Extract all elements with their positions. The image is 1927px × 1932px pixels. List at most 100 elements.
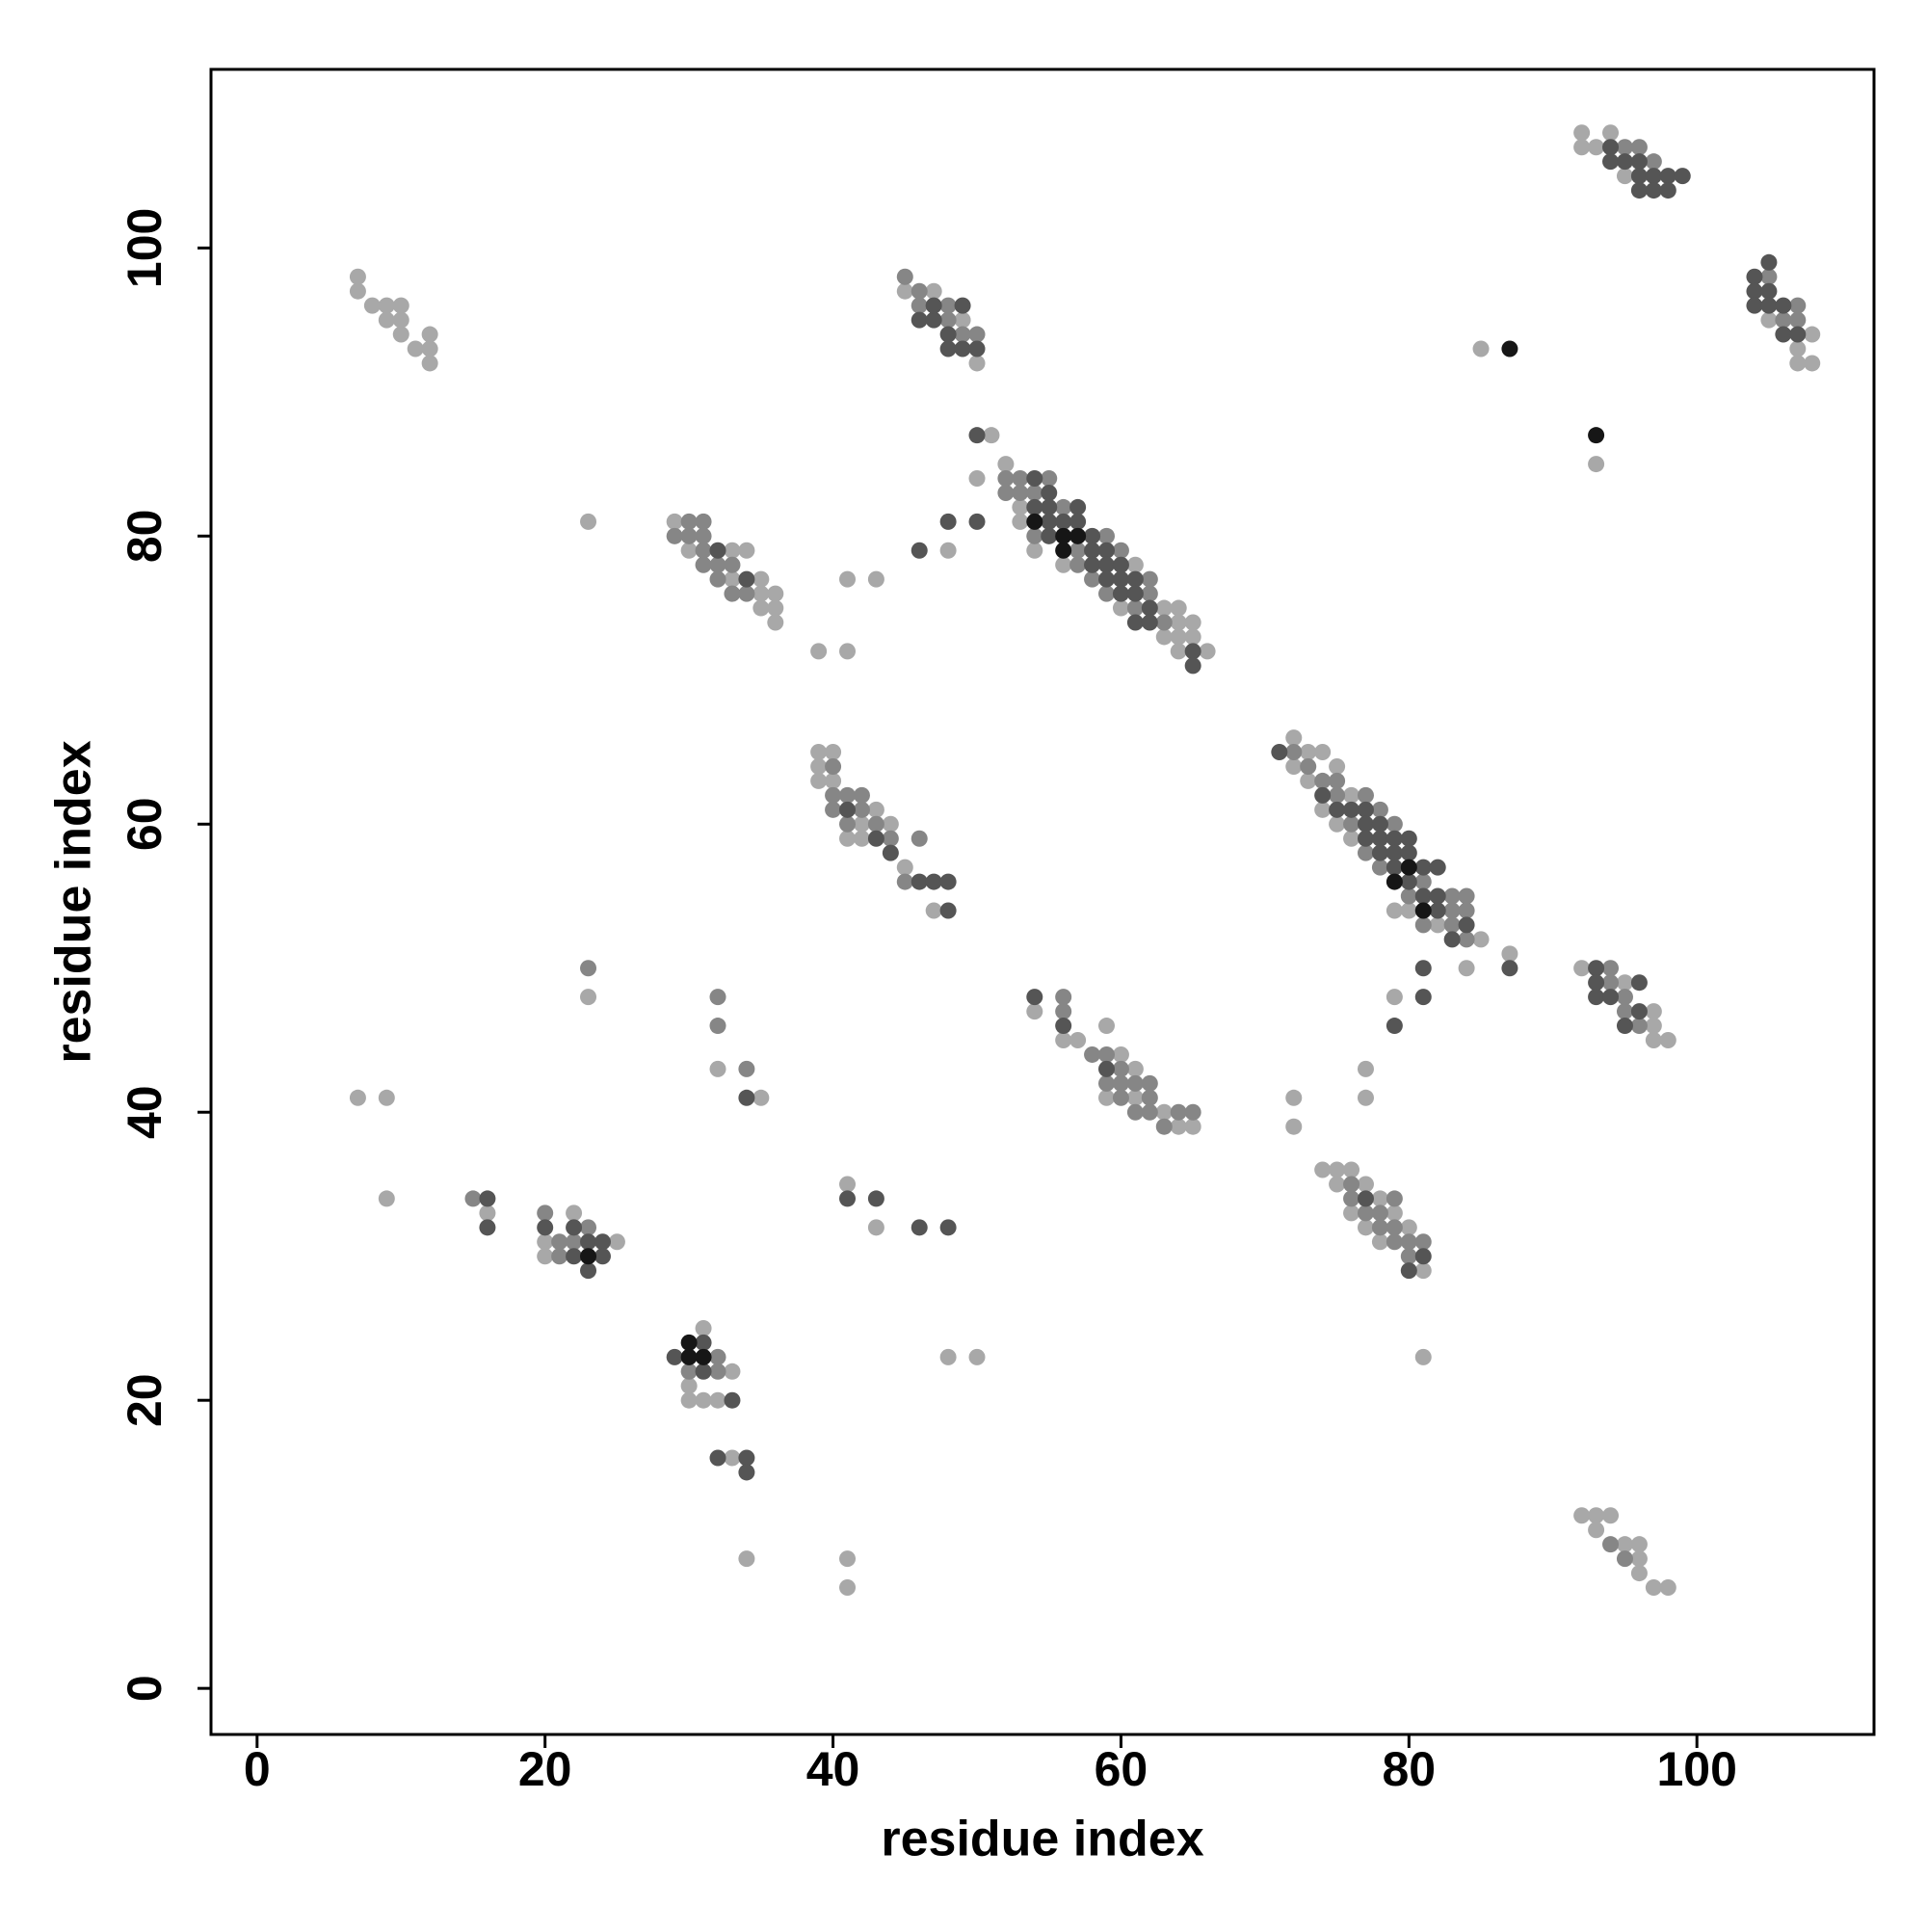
point xyxy=(1472,340,1490,357)
point xyxy=(1414,916,1432,934)
point xyxy=(1343,1204,1360,1222)
point xyxy=(1746,282,1763,300)
point xyxy=(479,1204,496,1222)
point xyxy=(1026,498,1043,516)
point xyxy=(1746,268,1763,285)
point xyxy=(1112,599,1129,617)
point xyxy=(594,1233,611,1251)
point xyxy=(1126,599,1144,617)
point xyxy=(1400,830,1417,847)
point xyxy=(968,513,986,530)
point xyxy=(537,1233,554,1251)
point xyxy=(580,1262,597,1280)
point xyxy=(1414,1348,1432,1365)
point xyxy=(378,1089,395,1106)
point xyxy=(911,297,928,314)
point xyxy=(939,340,957,357)
point xyxy=(1400,859,1417,876)
point xyxy=(1097,1089,1115,1106)
point xyxy=(1126,570,1144,588)
point xyxy=(738,1060,755,1077)
point xyxy=(709,570,726,588)
point xyxy=(1041,484,1058,501)
point xyxy=(1357,786,1374,804)
point xyxy=(695,1334,712,1351)
point xyxy=(925,311,942,329)
point xyxy=(1789,326,1807,343)
point xyxy=(1602,153,1620,171)
point xyxy=(867,1190,884,1207)
point xyxy=(1055,542,1072,559)
point xyxy=(724,1363,741,1380)
point xyxy=(1184,657,1201,675)
point xyxy=(1343,1190,1360,1207)
point xyxy=(1573,960,1591,977)
point xyxy=(1386,859,1403,876)
x-tick-label: 80 xyxy=(1383,1742,1437,1796)
point xyxy=(1097,1060,1115,1077)
point xyxy=(1026,527,1043,544)
point xyxy=(810,744,828,761)
point xyxy=(421,355,438,372)
point xyxy=(349,268,366,285)
point xyxy=(1097,542,1115,559)
point xyxy=(1630,974,1648,992)
point xyxy=(1357,1060,1374,1077)
point xyxy=(421,326,438,343)
y-tick-label: 100 xyxy=(118,208,172,288)
point xyxy=(1126,1089,1144,1106)
point xyxy=(1630,1536,1648,1553)
point xyxy=(724,1391,741,1409)
point xyxy=(1112,1060,1129,1077)
point xyxy=(1659,1032,1676,1049)
point xyxy=(1012,513,1029,530)
point xyxy=(925,902,942,919)
point xyxy=(839,1190,857,1207)
point xyxy=(709,1348,726,1365)
point xyxy=(680,1334,698,1351)
point xyxy=(537,1248,554,1265)
point xyxy=(1357,1176,1374,1193)
point xyxy=(1458,902,1475,919)
point xyxy=(709,556,726,573)
point xyxy=(1097,1018,1115,1035)
point xyxy=(1775,297,1792,314)
point xyxy=(1775,326,1792,343)
point xyxy=(1616,989,1633,1006)
point xyxy=(1041,527,1058,544)
point xyxy=(939,873,957,890)
point xyxy=(1055,1032,1072,1049)
point xyxy=(1141,614,1158,631)
point xyxy=(1429,916,1446,934)
point xyxy=(1789,340,1807,357)
point xyxy=(695,542,712,559)
point xyxy=(810,757,828,775)
point xyxy=(1069,1032,1087,1049)
point xyxy=(939,297,957,314)
point xyxy=(1041,513,1058,530)
point xyxy=(608,1233,625,1251)
point xyxy=(1343,786,1360,804)
point xyxy=(1386,815,1403,833)
point xyxy=(1026,1003,1043,1020)
point xyxy=(709,989,726,1006)
point xyxy=(1501,960,1518,977)
point xyxy=(724,1449,741,1467)
point xyxy=(1400,887,1417,905)
point xyxy=(738,1449,755,1467)
point xyxy=(896,282,913,300)
point xyxy=(1184,628,1201,646)
point xyxy=(1400,1219,1417,1236)
point xyxy=(1141,585,1158,602)
point xyxy=(1573,124,1591,142)
point xyxy=(680,1377,698,1394)
point xyxy=(1026,470,1043,488)
point xyxy=(724,585,741,602)
point xyxy=(1386,1219,1403,1236)
point xyxy=(968,470,986,488)
point xyxy=(1588,139,1605,156)
point xyxy=(1616,974,1633,992)
point xyxy=(1285,729,1303,747)
point xyxy=(896,268,913,285)
point xyxy=(1371,830,1388,847)
